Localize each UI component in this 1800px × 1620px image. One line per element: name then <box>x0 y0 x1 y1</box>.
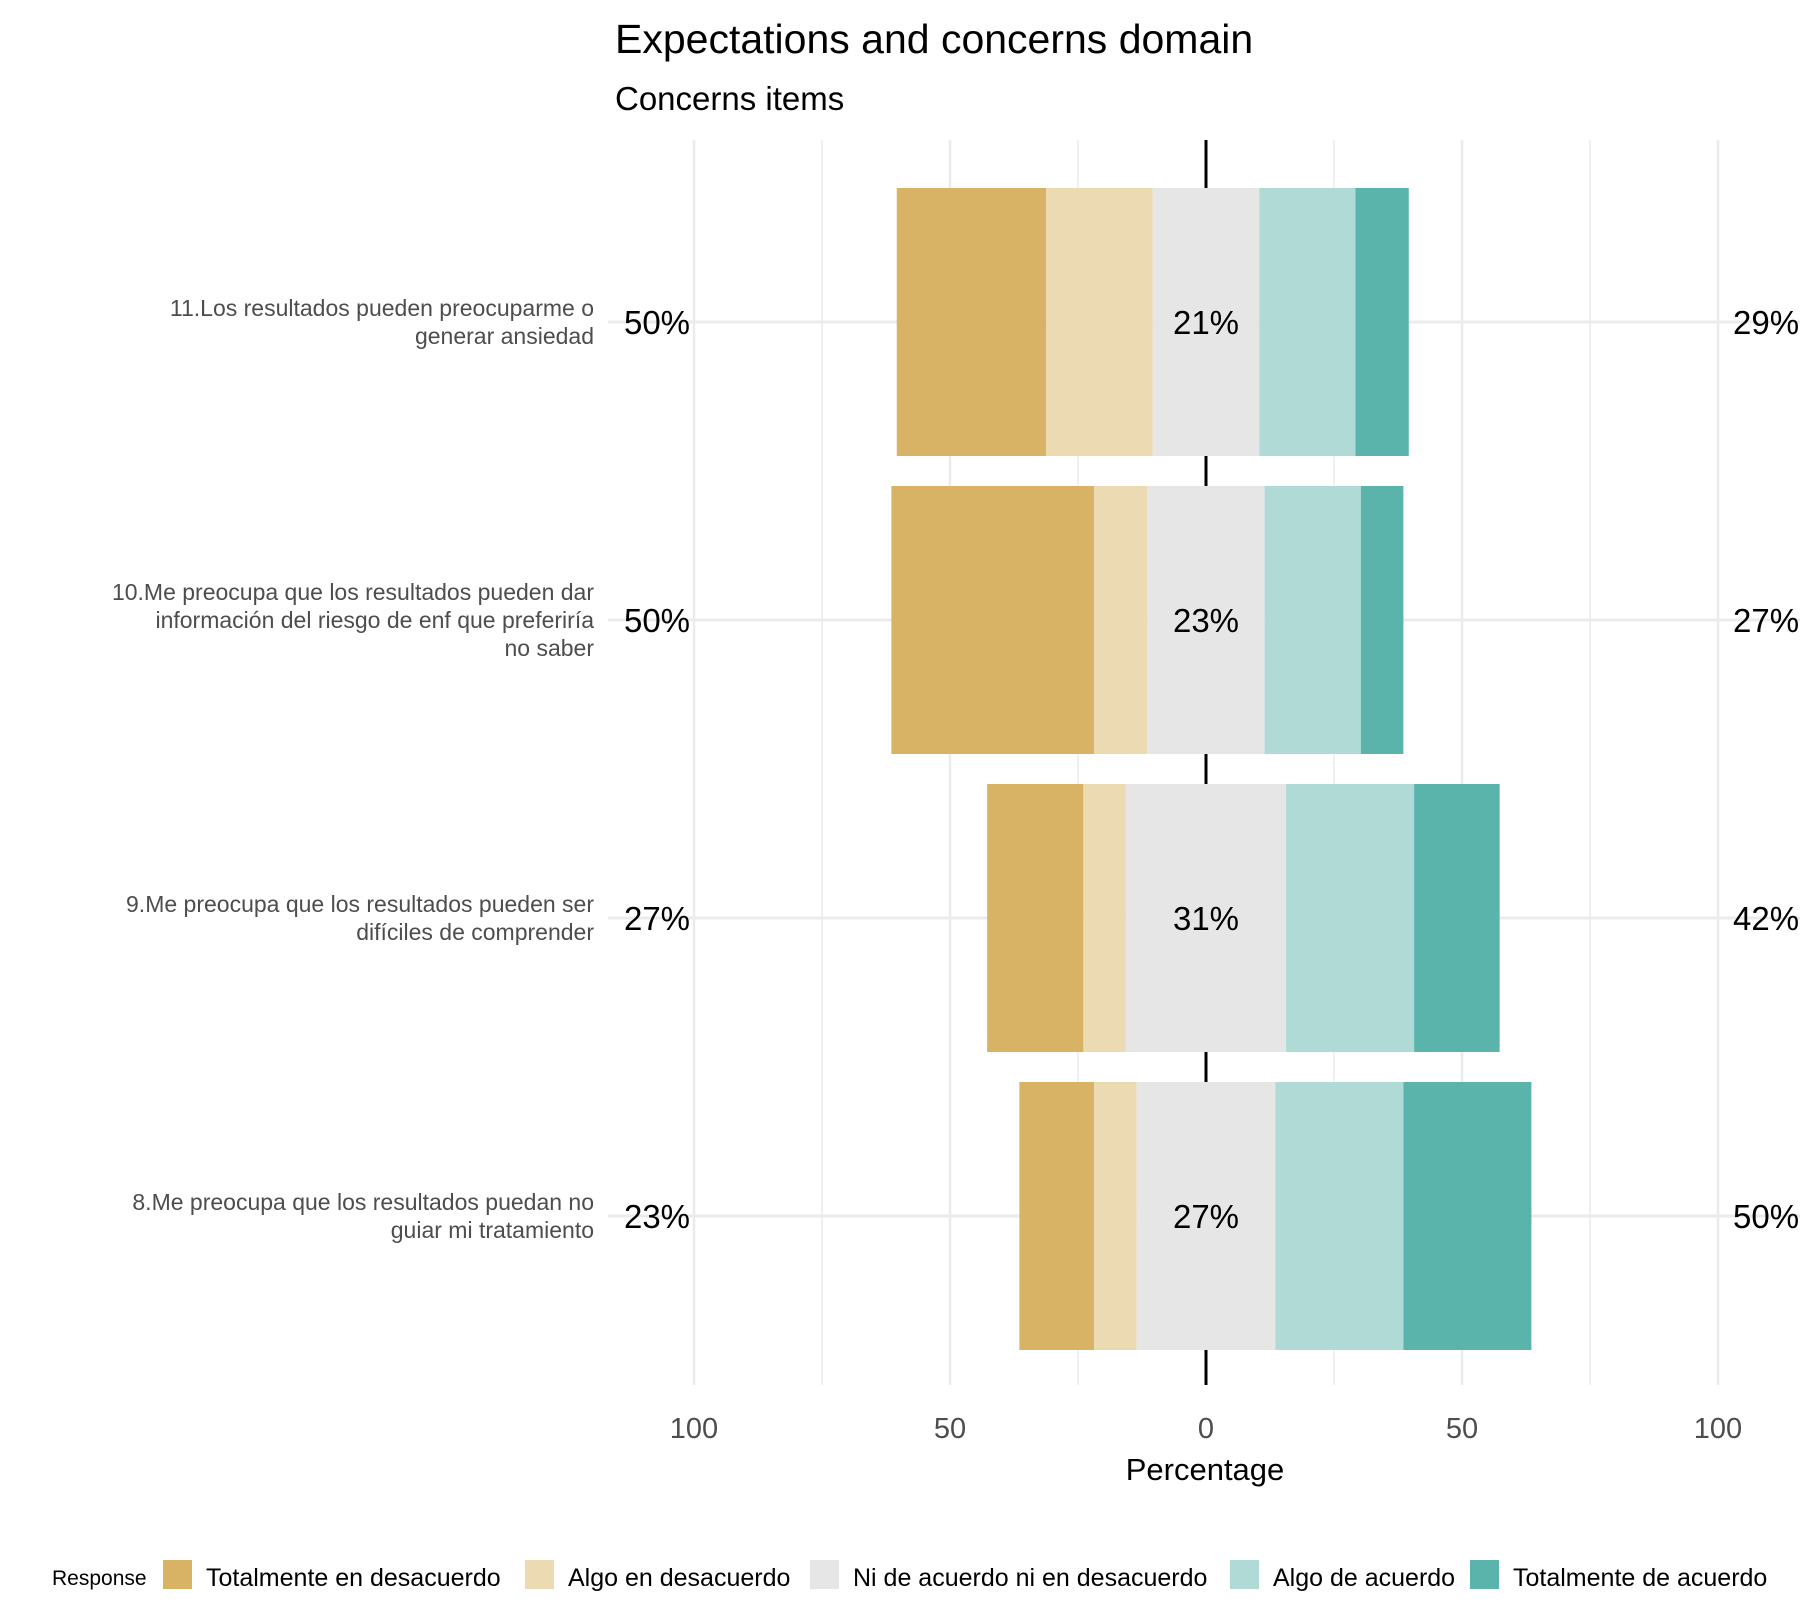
x-tick-label: 100 <box>670 1413 718 1445</box>
x-tick-label: 50 <box>1446 1413 1478 1445</box>
bar-segment <box>1403 1082 1532 1350</box>
legend-label: Totalmente en desacuerdo <box>206 1564 501 1592</box>
bar-segment <box>1125 784 1287 1052</box>
bar-segment <box>1046 188 1153 456</box>
left-percent-label: 50% <box>624 304 690 341</box>
center-percent-label: 27% <box>1173 1198 1239 1235</box>
legend-label: Algo en desacuerdo <box>568 1564 790 1592</box>
bar-segment <box>1275 1082 1404 1350</box>
x-axis-title: Percentage <box>1126 1452 1285 1487</box>
category-label: 8.Me preocupa que los resultados puedan … <box>132 1189 594 1243</box>
legend-key <box>163 1560 192 1589</box>
legend-title: Response <box>52 1567 147 1590</box>
left-percent-label: 23% <box>624 1198 690 1235</box>
category-label: 11.Los resultados pueden preocuparme o ge… <box>170 295 594 349</box>
legend-key <box>1470 1560 1499 1589</box>
axis-layer: 100 50 0 50 100 <box>670 1413 1742 1445</box>
legend-label: Ni de acuerdo ni en desacuerdo <box>853 1564 1207 1592</box>
bars-layer <box>891 188 1532 1350</box>
bar-segment <box>987 784 1084 1052</box>
bar-segment <box>1019 1082 1095 1350</box>
bar-segment <box>1147 486 1265 754</box>
bar-segment <box>1259 188 1356 456</box>
legend: Response Totalmente en desacuerdo Algo en … <box>52 1560 1767 1592</box>
right-percent-label: 27% <box>1733 602 1799 639</box>
category-label: 9.Me preocupa que los resultados pueden … <box>126 891 594 945</box>
bar-segment <box>1083 784 1126 1052</box>
right-percent-label: 50% <box>1733 1198 1799 1235</box>
center-percent-label: 21% <box>1173 304 1239 341</box>
legend-label: Totalmente de acuerdo <box>1513 1564 1767 1592</box>
bar-segment <box>1286 784 1415 1052</box>
bar-segment <box>1355 188 1409 456</box>
left-percent-label: 50% <box>624 602 690 639</box>
right-percent-label: 29% <box>1733 304 1799 341</box>
center-percent-label: 31% <box>1173 900 1239 937</box>
right-percent-label: 42% <box>1733 900 1799 937</box>
bar-segment <box>1152 188 1260 456</box>
bar-segment <box>1360 486 1404 754</box>
center-percent-label: 23% <box>1173 602 1239 639</box>
left-percent-label: 27% <box>624 900 690 937</box>
bar-segment <box>1414 784 1500 1052</box>
bar-segment <box>1094 486 1148 754</box>
bar-segment <box>1094 1082 1137 1350</box>
legend-label: Algo de acuerdo <box>1273 1564 1455 1592</box>
bar-segment <box>896 188 1047 456</box>
legend-key <box>525 1560 554 1589</box>
bar-segment <box>1264 486 1361 754</box>
chart-subtitle: Concerns items <box>615 80 844 117</box>
x-tick-label: 0 <box>1198 1413 1214 1445</box>
bar-segment <box>891 486 1095 754</box>
legend-key <box>810 1560 839 1589</box>
x-tick-label: 50 <box>934 1413 966 1445</box>
bar-segment <box>1136 1082 1276 1350</box>
x-tick-label: 100 <box>1694 1413 1742 1445</box>
legend-key <box>1230 1560 1259 1589</box>
chart-title: Expectations and concerns domain <box>615 16 1253 62</box>
labels-layer: 11.Los resultados pueden preocuparme o ge… <box>112 295 1799 1243</box>
category-label: 10.Me preocupa que los resultados pueden… <box>112 579 594 661</box>
